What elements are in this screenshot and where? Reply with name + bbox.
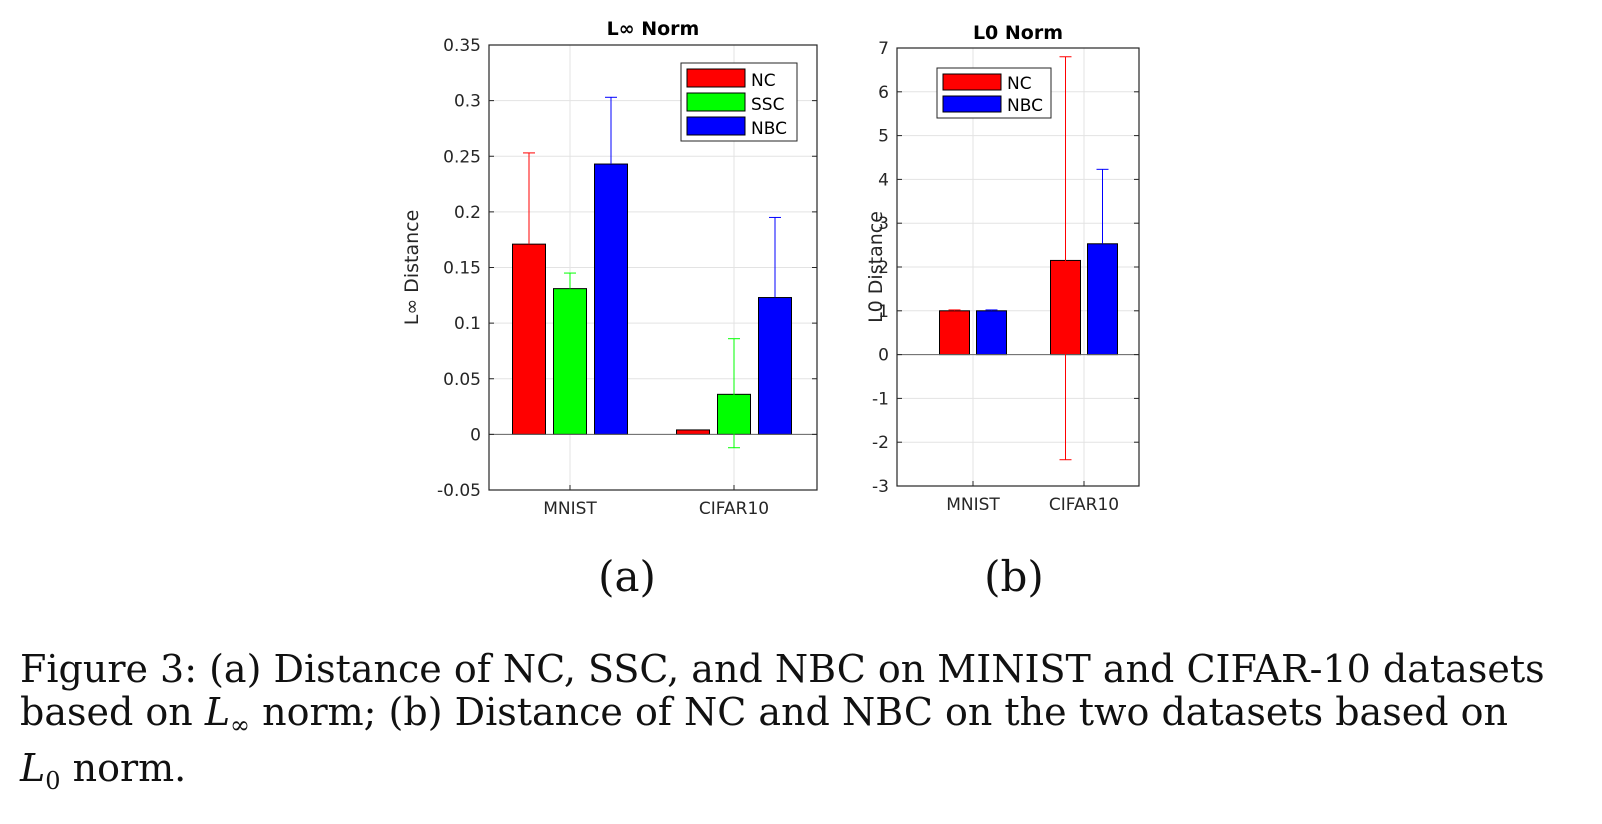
y-tick-label: 0.2: [454, 203, 481, 223]
legend-label-nbc: NBC: [1007, 96, 1043, 116]
y-axis-label: L0 Distance: [865, 211, 887, 323]
caption-line-2: based on L∞ norm; (b) Distance of NC and…: [20, 691, 1590, 747]
y-tick-label: 7: [878, 39, 889, 59]
y-tick-label: 0.35: [443, 36, 481, 56]
caption-math-l0: L0: [20, 746, 61, 796]
y-tick-label: 0.15: [443, 259, 481, 279]
caption-line-3: L0 norm.: [20, 747, 1590, 803]
y-tick-label: 3: [878, 214, 889, 234]
legend-label-ssc: SSC: [751, 95, 784, 115]
caption-text: norm; (b) Distance of NC and NBC on the …: [250, 690, 1508, 734]
subfigure-label-a: (a): [598, 552, 656, 601]
y-tick-label: -0.05: [437, 481, 481, 501]
y-tick-label: -3: [872, 477, 889, 497]
y-tick-label: 2: [878, 258, 889, 278]
y-tick-label: 1: [878, 302, 889, 322]
legend-swatch-nc: [942, 73, 1002, 91]
caption-line-1: Figure 3: (a) Distance of NC, SSC, and N…: [20, 647, 1545, 691]
y-tick-label: 0: [878, 346, 889, 366]
bar-ssc-mnist: [553, 288, 587, 435]
x-tick-label: MNIST: [946, 495, 1000, 515]
bar-nc-cifar10: [676, 429, 710, 435]
chart-l0-norm: -3 -2 -1 0 1 2 3 4 5 6 7 MNIST CIFAR10 L0 Norm L0 Dist…: [865, 22, 1140, 515]
bar-nbc-cifar10: [1087, 243, 1118, 356]
y-tick-label: 0.05: [443, 370, 481, 390]
legend-label-nbc: NBC: [751, 119, 787, 139]
bar-nbc-mnist: [594, 163, 628, 435]
figure-canvas: -0.05 0 0.05 0.1 0.15 0.2 0.25 0.3 0.35 MNIST CIFA…: [401, 18, 1140, 519]
chart-title: L∞ Norm: [607, 18, 700, 40]
y-axis-label: L∞ Distance: [401, 210, 423, 326]
caption-text: norm.: [60, 746, 187, 790]
y-tick-label: -2: [872, 433, 889, 453]
y-tick-label: 0.1: [454, 314, 481, 334]
y-tick-label: -1: [872, 389, 889, 409]
legend-label-nc: NC: [1007, 74, 1032, 94]
legend-swatch-ssc: [686, 92, 746, 112]
subfigure-label-b: (b): [984, 552, 1044, 601]
chart-title: L0 Norm: [973, 22, 1063, 44]
legend-swatch-nc: [686, 68, 746, 88]
x-tick-label: CIFAR10: [1049, 495, 1119, 515]
figure-caption: Figure 3: (a) Distance of NC, SSC, and N…: [20, 648, 1590, 803]
y-tick-label: 5: [878, 127, 889, 147]
bar-nc-mnist: [939, 310, 970, 356]
legend-swatch-nbc: [686, 116, 746, 136]
bar-nc-mnist: [512, 243, 546, 435]
legend-label-nc: NC: [751, 71, 776, 91]
caption-text: based on: [20, 690, 205, 734]
bar-nbc-cifar10: [758, 297, 792, 435]
y-tick-label: 6: [878, 83, 889, 103]
caption-math-linf: L∞: [204, 690, 251, 740]
y-tick-label: 0: [470, 425, 481, 445]
x-tick-label: CIFAR10: [699, 499, 769, 519]
legend-swatch-nbc: [942, 95, 1002, 113]
bar-nbc-mnist: [976, 310, 1007, 356]
y-tick-label: 4: [878, 170, 889, 190]
chart-linf-norm: -0.05 0 0.05 0.1 0.15 0.2 0.25 0.3 0.35 MNIST CIFA…: [401, 18, 818, 519]
y-tick-label: 0.25: [443, 147, 481, 167]
y-tick-label: 0.3: [454, 92, 481, 112]
x-tick-label: MNIST: [543, 499, 597, 519]
